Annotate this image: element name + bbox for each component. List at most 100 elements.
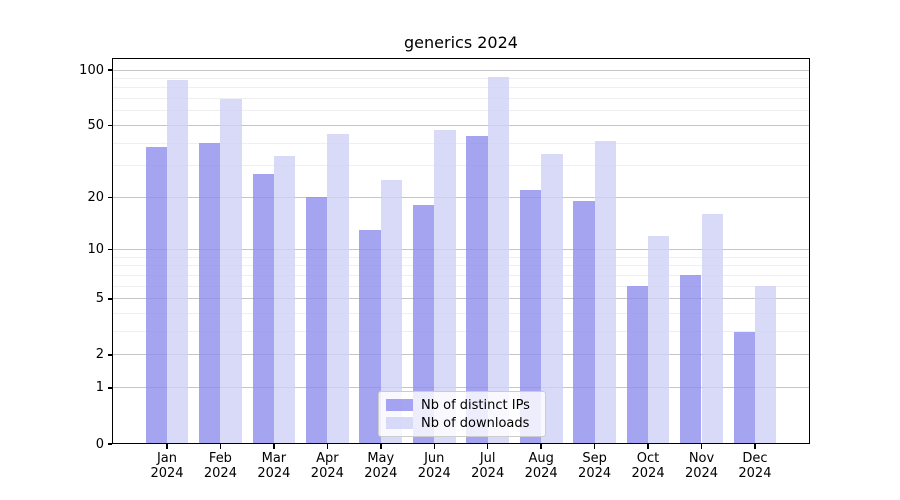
gridline-minor bbox=[112, 265, 810, 267]
x-tick-label: May 2024 bbox=[351, 451, 411, 481]
y-tick-label: 1 bbox=[95, 380, 104, 396]
gridline-minor bbox=[112, 142, 810, 144]
bar-downloads-dec bbox=[754, 286, 777, 444]
x-tick-month: Mar bbox=[261, 451, 287, 466]
bar-distinct-ips-dec bbox=[733, 331, 755, 444]
bar-downloads-jan bbox=[167, 80, 189, 444]
x-tick-label: Oct 2024 bbox=[618, 451, 678, 481]
y-tick-label: 0 bbox=[95, 436, 104, 452]
gridline-minor bbox=[112, 313, 810, 315]
x-tick-month: Apr bbox=[316, 451, 339, 466]
bar-downloads-feb bbox=[220, 98, 242, 444]
x-tick-month: Nov bbox=[688, 451, 715, 466]
x-tick-year: 2024 bbox=[631, 466, 665, 481]
bar-distinct-ips-oct bbox=[626, 286, 649, 444]
bar-downloads-sep bbox=[594, 141, 616, 444]
x-tick bbox=[273, 444, 275, 449]
bar-downloads-aug bbox=[541, 153, 563, 444]
bar-distinct-ips-feb bbox=[199, 143, 221, 444]
bar-distinct-ips-sep bbox=[573, 201, 595, 444]
legend-item-distinct-ips: Nb of distinct IPs bbox=[386, 398, 538, 413]
x-tick-month: Sep bbox=[582, 451, 607, 466]
gridline-minor bbox=[112, 98, 810, 100]
legend-swatch-distinct-ips bbox=[386, 399, 413, 411]
gridline-major bbox=[112, 69, 810, 71]
x-tick-year: 2024 bbox=[364, 466, 398, 481]
y-tick-label: 2 bbox=[95, 347, 104, 363]
y-tick-label: 50 bbox=[87, 117, 104, 133]
bar-downloads-may bbox=[380, 179, 403, 444]
y-tick bbox=[108, 387, 112, 389]
x-tick-month: Jun bbox=[424, 451, 445, 466]
gridline-major bbox=[112, 298, 810, 300]
x-tick-year: 2024 bbox=[203, 466, 237, 481]
y-tick-label: 10 bbox=[87, 242, 104, 258]
plot-area: Nb of distinct IPs Nb of downloads bbox=[112, 58, 810, 444]
x-tick-month: Dec bbox=[742, 451, 768, 466]
bar-downloads-jun bbox=[434, 130, 456, 444]
x-tick-year: 2024 bbox=[257, 466, 291, 481]
gridline-minor bbox=[112, 274, 810, 276]
x-tick-label: Jan 2024 bbox=[137, 451, 197, 481]
y-tick-label: 5 bbox=[95, 291, 104, 307]
bar-distinct-ips-jun bbox=[412, 205, 435, 444]
gridline-minor bbox=[112, 256, 810, 258]
bar-downloads-apr bbox=[327, 133, 349, 444]
chart-title: generics 2024 bbox=[404, 33, 518, 52]
gridline-minor bbox=[112, 165, 810, 167]
gridline-minor bbox=[112, 87, 810, 89]
gridline-minor bbox=[112, 77, 810, 79]
bar-distinct-ips-jan bbox=[145, 147, 167, 444]
x-tick-year: 2024 bbox=[150, 466, 184, 481]
x-tick-label: Dec 2024 bbox=[725, 451, 785, 481]
x-tick bbox=[433, 444, 435, 449]
legend-label-distinct-ips: Nb of distinct IPs bbox=[421, 397, 530, 413]
gridline-minor bbox=[112, 110, 810, 112]
bar-downloads-oct bbox=[648, 236, 670, 444]
gridline-major bbox=[112, 387, 810, 389]
x-tick bbox=[166, 444, 168, 449]
bar-distinct-ips-mar bbox=[252, 173, 274, 444]
x-tick-label: Mar 2024 bbox=[244, 451, 304, 481]
y-tick-label: 100 bbox=[79, 62, 104, 78]
x-tick bbox=[647, 444, 649, 449]
gridline-major bbox=[112, 196, 810, 198]
x-tick-year: 2024 bbox=[684, 466, 719, 481]
gridline-major bbox=[112, 124, 810, 126]
x-tick bbox=[219, 444, 222, 449]
bar-distinct-ips-may bbox=[359, 230, 381, 444]
x-tick-year: 2024 bbox=[738, 466, 772, 481]
bar-distinct-ips-apr bbox=[305, 197, 328, 444]
x-tick-label: Nov 2024 bbox=[672, 451, 732, 481]
legend-item-downloads: Nb of downloads bbox=[386, 416, 538, 431]
x-tick-month: May bbox=[367, 451, 395, 466]
x-tick bbox=[540, 444, 542, 449]
x-tick-month: Jul bbox=[479, 451, 496, 466]
bar-downloads-nov bbox=[701, 214, 723, 444]
x-tick bbox=[380, 444, 382, 449]
x-tick-month: Oct bbox=[636, 451, 660, 466]
x-tick-year: 2024 bbox=[471, 466, 505, 481]
x-tick-label: Jun 2024 bbox=[404, 451, 464, 481]
gridline-minor bbox=[112, 285, 810, 287]
legend: Nb of distinct IPs Nb of downloads bbox=[378, 391, 546, 437]
bar-distinct-ips-jul bbox=[466, 135, 488, 444]
x-tick-year: 2024 bbox=[310, 466, 344, 481]
x-tick-label: Sep 2024 bbox=[565, 451, 625, 481]
bar-downloads-mar bbox=[273, 155, 296, 444]
x-tick-month: Jan bbox=[156, 451, 178, 466]
y-tick bbox=[108, 248, 112, 251]
y-tick bbox=[108, 196, 112, 199]
x-tick-year: 2024 bbox=[524, 466, 558, 481]
x-tick bbox=[326, 444, 329, 449]
gridline-minor bbox=[112, 331, 810, 333]
y-tick bbox=[108, 298, 112, 300]
x-tick-label: Feb 2024 bbox=[190, 451, 250, 481]
bar-downloads-jul bbox=[487, 76, 510, 444]
x-tick bbox=[754, 444, 756, 449]
y-tick bbox=[108, 69, 112, 71]
gridline-major bbox=[112, 354, 810, 356]
x-tick bbox=[700, 444, 703, 449]
gridline-major bbox=[112, 249, 810, 251]
